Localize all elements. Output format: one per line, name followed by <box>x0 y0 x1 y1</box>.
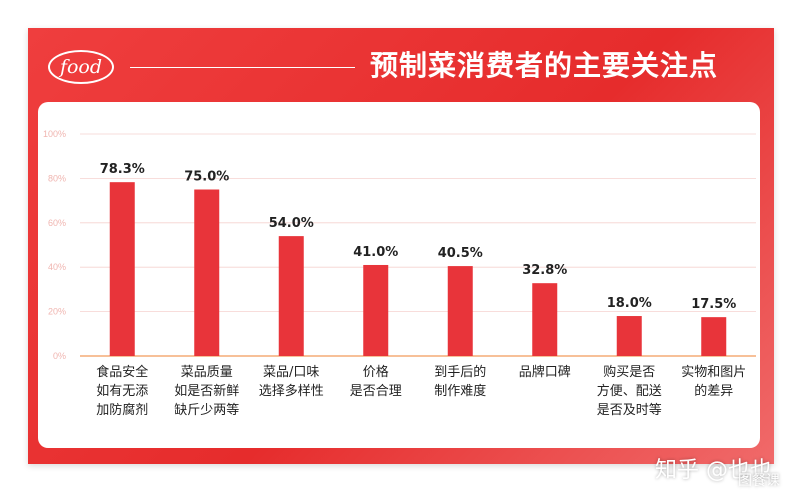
x-tick-label: 方便、配送 <box>597 383 662 399</box>
x-tick-label: 菜品/口味 <box>263 365 319 380</box>
title-divider <box>130 67 355 68</box>
x-tick-label: 到手后的 <box>434 364 486 380</box>
y-tick-label: 80% <box>48 173 66 183</box>
bar-value-label: 17.5% <box>691 297 736 312</box>
bar-value-label: 78.3% <box>100 162 145 177</box>
watermark-sub: 图餐课 <box>738 473 780 489</box>
x-tick-label: 菜品质量 <box>181 365 233 380</box>
watermark: 知乎 @也也 <box>655 458 772 483</box>
bar-value-label: 18.0% <box>607 296 652 311</box>
x-tick-label: 缺斤少两等 <box>174 402 239 418</box>
y-tick-label: 40% <box>48 262 66 272</box>
chart-title: 预制菜消费者的主要关注点 <box>370 49 719 82</box>
bar-value-label: 54.0% <box>269 216 314 231</box>
x-tick-label: 价格 <box>363 364 389 380</box>
x-tick-label: 的差异 <box>694 383 733 399</box>
bar-value-label: 40.5% <box>438 246 483 261</box>
x-tick-label: 加防腐剂 <box>96 402 148 418</box>
bar-value-label: 32.8% <box>522 263 567 278</box>
y-tick-label: 20% <box>48 307 66 317</box>
x-tick-label: 购买是否 <box>603 364 655 380</box>
chart-panel: 0% 20% 40% 60% 80% 100% 78.3% 食品安全如有无添加防腐剂 75.0%… <box>38 102 760 448</box>
x-tick-label: 实物和图片 <box>681 365 746 380</box>
x-tick-label: 选择多样性 <box>259 383 324 399</box>
bar <box>109 182 135 356</box>
bar <box>278 236 304 356</box>
x-tick-label: 如有无添 <box>96 383 148 399</box>
y-tick-label: 60% <box>48 218 66 228</box>
bar-value-label: 41.0% <box>353 245 398 260</box>
x-tick-label: 品牌口碑 <box>519 364 571 380</box>
x-tick-label: 制作难度 <box>434 383 486 399</box>
x-tick-label: 如是否新鲜 <box>174 383 239 399</box>
x-tick-label: 是否及时等 <box>597 402 662 418</box>
bar <box>532 283 558 356</box>
x-tick-label: 是否合理 <box>350 384 402 399</box>
bar-value-label: 75.0% <box>184 170 229 185</box>
bar <box>194 189 220 356</box>
bar <box>447 266 473 356</box>
y-tick-label: 100% <box>43 129 66 139</box>
y-tick-label: 0% <box>53 351 66 361</box>
bar <box>363 264 389 356</box>
bar <box>701 317 727 356</box>
x-tick-label: 食品安全 <box>96 364 148 380</box>
bar <box>616 316 642 356</box>
food-logo: food <box>48 50 114 84</box>
